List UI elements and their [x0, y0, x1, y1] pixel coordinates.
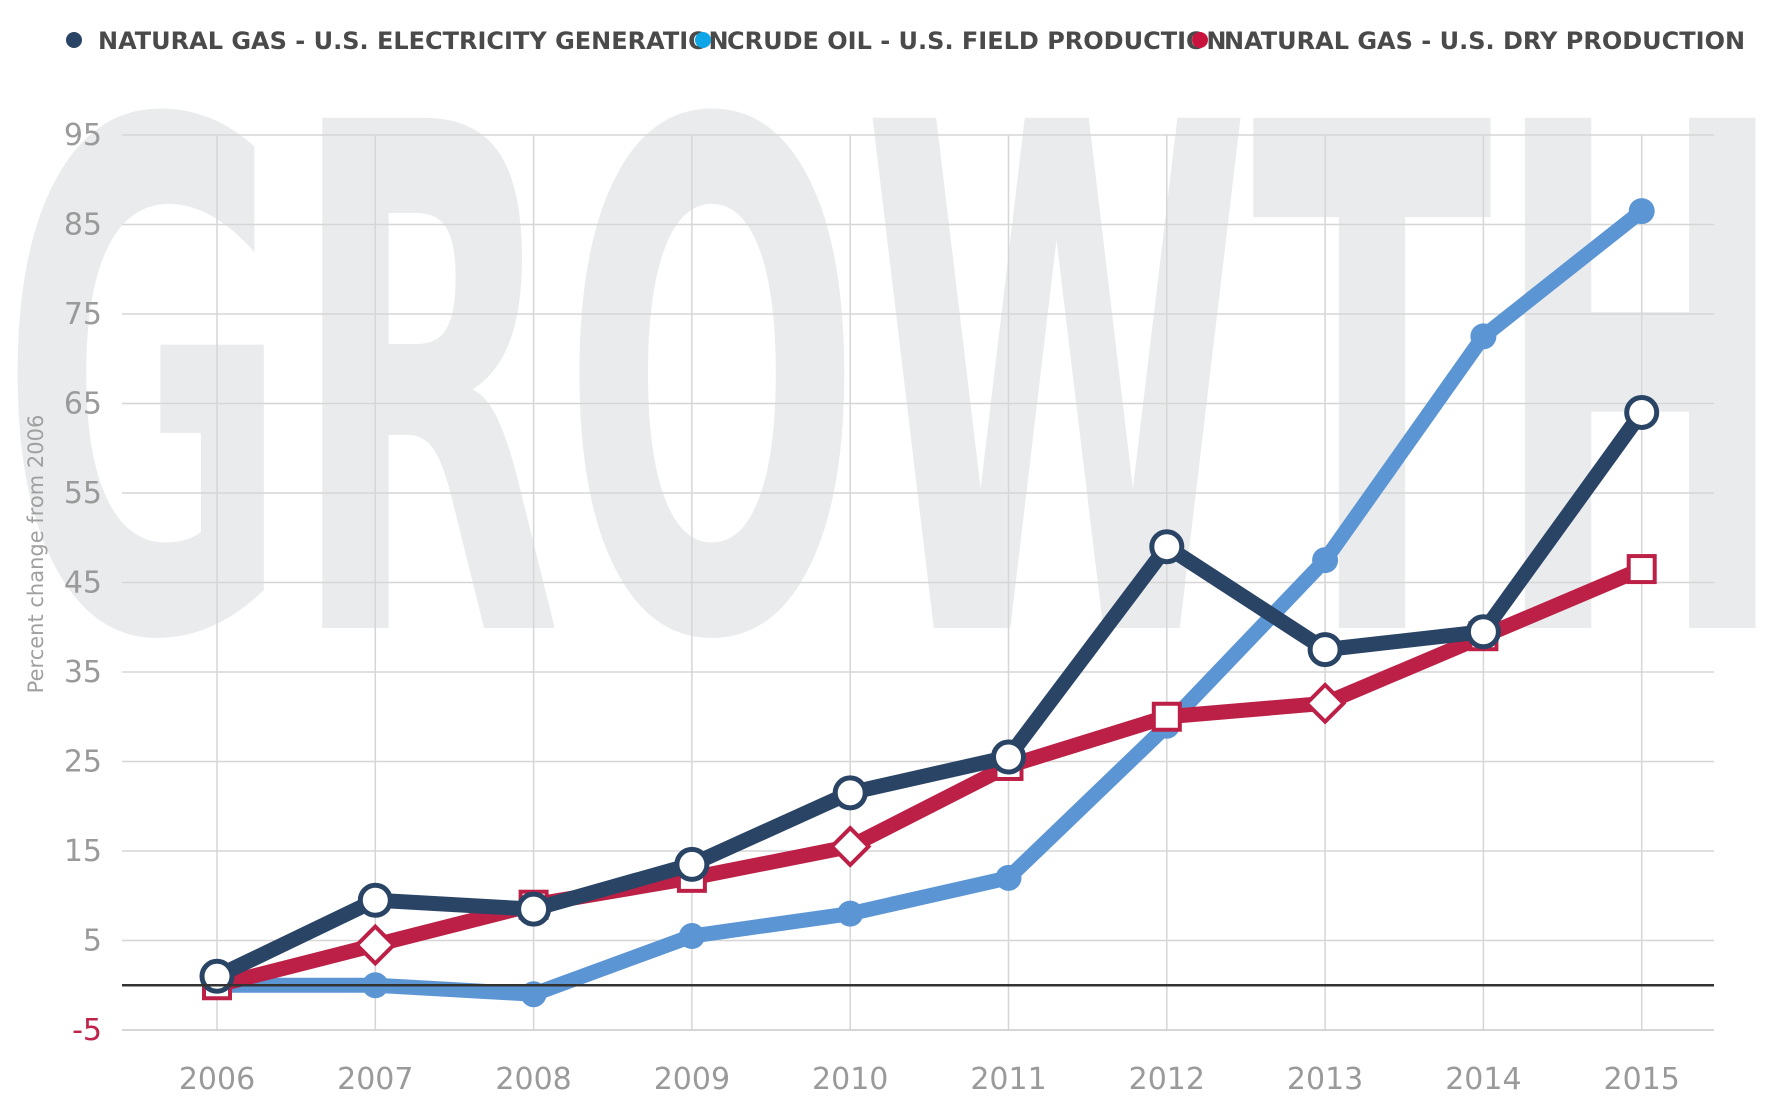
x-tick-label: 2009 [654, 1062, 730, 1097]
y-tick-label: 95 [64, 118, 102, 153]
series-line [209, 203, 1650, 1002]
legend-item: CRUDE OIL - U.S. FIELD PRODUCTION [695, 27, 1227, 55]
axis-layer: 95 85 75 65 55 45 35 25 15 5 -5 2006 2007 2008 2009 201… [64, 118, 1714, 1097]
data-point [354, 923, 397, 967]
series-layer [199, 198, 1660, 1008]
y-tick-label: 5 [83, 924, 102, 959]
x-tick-label: 2013 [1287, 1062, 1363, 1097]
data-point [1628, 198, 1655, 225]
watermark-layer: GROWTH [0, 0, 1788, 794]
data-point [1151, 701, 1182, 732]
data-point [1307, 632, 1343, 668]
y-tick-label: 65 [64, 387, 102, 422]
legend-item: NATURAL GAS - U.S. ELECTRICITY GENERATIO… [66, 27, 729, 55]
legend-label: NATURAL GAS - U.S. DRY PRODUCTION [1224, 27, 1745, 55]
data-point [828, 825, 872, 868]
y-tick-label: 75 [64, 297, 102, 332]
data-point [199, 958, 235, 994]
legend-dot [66, 32, 82, 48]
data-point [837, 900, 864, 927]
data-point [991, 739, 1026, 775]
legend-dot [695, 32, 711, 48]
y-tick-label: 55 [64, 476, 102, 511]
data-point [1303, 682, 1347, 725]
data-point [516, 891, 552, 927]
legend-label: CRUDE OIL - U.S. FIELD PRODUCTION [727, 27, 1227, 55]
data-point [674, 846, 710, 882]
data-point [832, 775, 868, 811]
data-point [1624, 394, 1660, 430]
y-tick-label: 45 [64, 566, 102, 601]
series-0 [199, 394, 1660, 994]
data-point [678, 923, 705, 950]
y-tick-label: 15 [64, 834, 102, 869]
growth-watermark: GROWTH [0, 0, 1788, 794]
data-point [357, 882, 393, 918]
y-tick-label: -5 [72, 1013, 102, 1048]
data-point [1312, 547, 1339, 574]
grid-layer [122, 134, 1714, 1031]
x-tick-label: 2010 [812, 1062, 888, 1097]
x-tick-label: 2011 [970, 1062, 1046, 1097]
legend-item: NATURAL GAS - U.S. DRY PRODUCTION [1192, 27, 1745, 55]
data-point [995, 864, 1022, 891]
x-tick-label: 2007 [337, 1062, 413, 1097]
data-point [1626, 554, 1657, 585]
data-point [520, 981, 547, 1008]
x-tick-label: 2008 [495, 1062, 571, 1097]
data-point [1470, 323, 1497, 350]
data-point [1149, 529, 1185, 565]
series-line [209, 404, 1650, 984]
data-point [1465, 614, 1501, 650]
x-tick-label: 2014 [1445, 1062, 1521, 1097]
y-tick-label: 35 [64, 655, 102, 690]
y-tick-label: 85 [64, 208, 102, 243]
x-tick-label: 2006 [179, 1062, 255, 1097]
series-line [209, 561, 1650, 993]
x-tick-label: 2015 [1604, 1062, 1680, 1097]
y-tick-label: 25 [64, 745, 102, 780]
x-tick-label: 2012 [1129, 1062, 1205, 1097]
legend: NATURAL GAS - U.S. ELECTRICITY GENERATIO… [66, 27, 1745, 55]
legend-label: NATURAL GAS - U.S. ELECTRICITY GENERATIO… [98, 27, 729, 55]
y-axis-label: Percent change from 2006 [24, 415, 48, 694]
legend-dot [1192, 32, 1208, 48]
